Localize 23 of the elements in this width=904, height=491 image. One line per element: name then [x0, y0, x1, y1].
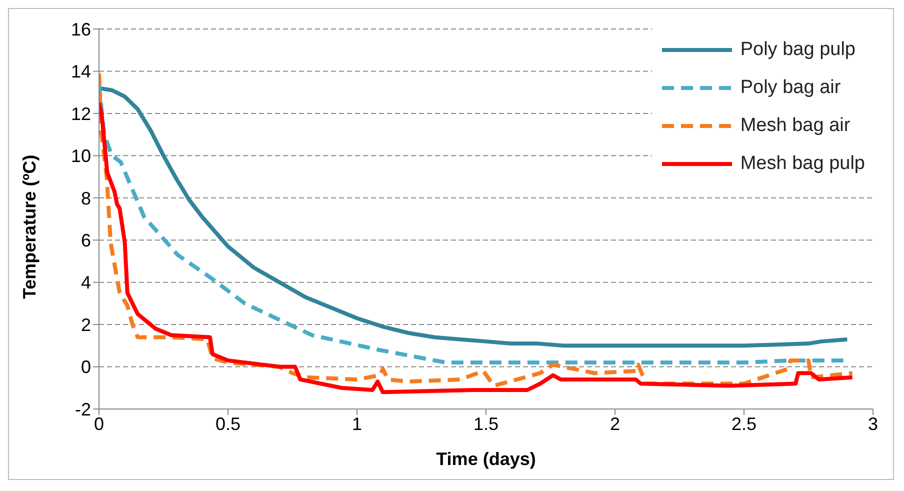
- y-tick-label: 12: [70, 104, 91, 124]
- y-tick-label: -2: [74, 399, 91, 420]
- legend-label: Mesh bag pulp: [740, 153, 865, 175]
- y-tick-label: 4: [80, 272, 91, 293]
- x-axis-title: Time (days): [436, 449, 536, 469]
- x-tick-label: 0.5: [215, 414, 241, 434]
- y-tick-label: 10: [70, 146, 91, 166]
- y-tick-label: 8: [80, 188, 91, 208]
- x-tick-label: 2.5: [731, 414, 757, 434]
- x-tick-label: 2: [610, 414, 620, 434]
- y-tick-label: 0: [80, 357, 91, 378]
- legend-label: Poly bag air: [740, 77, 841, 99]
- y-tick-label: 16: [70, 19, 91, 40]
- legend-label: Poly bag pulp: [740, 39, 856, 61]
- y-tick-label: 2: [80, 314, 91, 335]
- y-tick-label: 14: [70, 62, 91, 82]
- legend-label: Mesh bag air: [740, 115, 850, 137]
- y-axis-title: Temperature (ºC): [19, 154, 40, 299]
- x-tick-label: 3: [868, 414, 878, 434]
- x-tick-label: 1: [352, 414, 362, 434]
- y-tick-label: 6: [80, 230, 91, 250]
- x-tick-label: 1.5: [473, 414, 499, 434]
- x-tick-label: 0: [94, 414, 104, 434]
